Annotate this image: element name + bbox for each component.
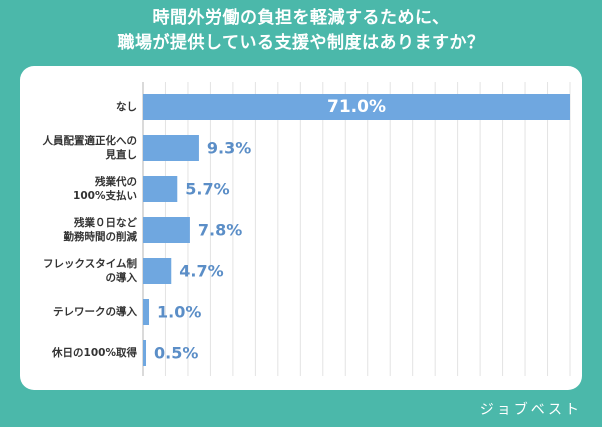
value-label: 0.5% <box>154 344 198 363</box>
chart-card: 71.0% なし 9.3% 人員配置適正化への 見直し 5.7% 残業代の 100%支払い 7.… <box>20 66 582 390</box>
category-label: なし <box>116 101 137 113</box>
category-label: 人員配置適正化への <box>43 134 138 147</box>
value-label: 9.3% <box>207 139 251 158</box>
title-line-1: 時間外労働の負担を軽減するために、 <box>152 8 450 28</box>
category-label: の導入 <box>106 271 138 284</box>
title-line-2: 職場が提供している支援や制度はありますか？ <box>117 33 485 53</box>
category-label: 見直し <box>105 148 138 161</box>
bar <box>143 299 150 325</box>
value-label: 4.7% <box>179 262 223 281</box>
chart-title: 時間外労働の負担を軽減するために、 職場が提供している支援や制度はありますか？ <box>0 6 602 56</box>
bar <box>143 94 570 120</box>
bar <box>143 135 199 161</box>
bar <box>143 176 178 202</box>
bar <box>143 340 147 366</box>
category-label: 残業代の <box>95 175 137 188</box>
category-label: 100%支払い <box>73 189 137 202</box>
value-label: 5.7% <box>185 180 229 199</box>
category-label: 勤務時間の削減 <box>64 230 138 243</box>
bar <box>143 217 190 243</box>
category-label: フレックスタイム制 <box>43 257 137 270</box>
value-label: 1.0% <box>157 303 201 322</box>
brand-logo-text: ジョブベスト <box>479 402 582 418</box>
category-label: 残業０日など <box>74 216 137 229</box>
value-label: 7.8% <box>198 221 242 240</box>
category-label: テレワークの導入 <box>53 305 137 318</box>
bar <box>143 258 172 284</box>
value-label: 71.0% <box>327 97 386 117</box>
category-label: 休日の100%取得 <box>51 346 137 359</box>
